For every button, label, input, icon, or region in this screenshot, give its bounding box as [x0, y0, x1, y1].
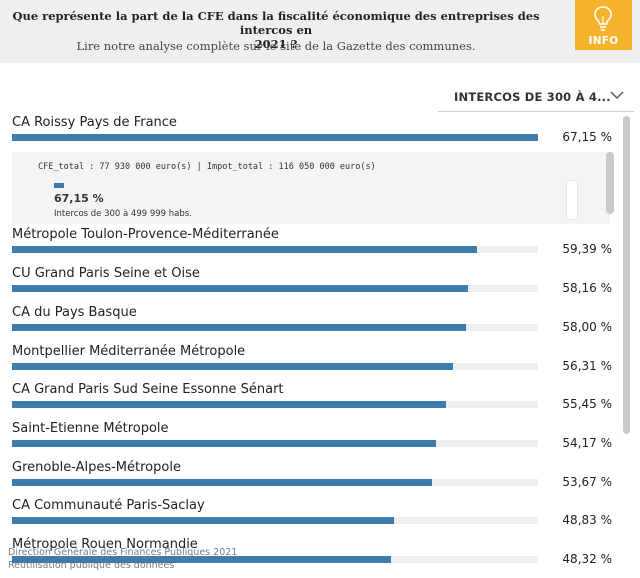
category-label: Montpellier Méditerranée Métropole — [12, 344, 246, 359]
bar-chart: CA Roissy Pays de France 67,15 % Métropole… — [0, 115, 618, 578]
info-label: INFO — [588, 35, 619, 47]
bar-track — [12, 479, 538, 486]
bar[interactable] — [12, 440, 437, 447]
bar-track — [12, 324, 538, 331]
tooltip: CFE_total : 77 930 000 euro(s) | Impot_t… — [12, 152, 610, 224]
bar-row[interactable]: Montpellier Méditerranée Métropole 56,31 … — [0, 344, 618, 382]
bar[interactable] — [12, 134, 538, 141]
chevron-down-icon — [610, 91, 624, 99]
bar-row[interactable]: Métropole Rouen Normandie 48,32 % — [0, 537, 618, 575]
bar[interactable] — [12, 401, 447, 408]
page-subtitle[interactable]: Lire notre analyse complète sur le site … — [76, 39, 476, 53]
category-label: Saint-Etienne Métropole — [12, 421, 169, 436]
bar[interactable] — [12, 285, 468, 292]
bar[interactable] — [12, 246, 478, 253]
category-label: CA Grand Paris Sud Seine Essonne Sénart — [12, 382, 284, 397]
bar-row[interactable]: Saint-Etienne Métropole 54,17 % — [0, 421, 618, 459]
value-label: 59,39 % — [562, 242, 612, 256]
value-label: 53,67 % — [562, 475, 612, 489]
license-text: Réutilisation publique des données — [8, 560, 175, 571]
tooltip-inner-panel — [566, 180, 578, 220]
bar-track — [12, 285, 538, 292]
category-label: CA Roissy Pays de France — [12, 115, 177, 130]
source-text: Direction Générale des Finances Publique… — [8, 547, 238, 558]
bar[interactable] — [12, 479, 433, 486]
category-label: CU Grand Paris Seine et Oise — [12, 266, 200, 281]
category-label: Métropole Rouen Normandie — [12, 537, 198, 552]
category-label: Grenoble-Alpes-Métropole — [12, 460, 181, 475]
title-line-1: Que représente la part de la CFE dans la… — [12, 9, 540, 37]
bar[interactable] — [12, 517, 395, 524]
bar-track — [12, 440, 538, 447]
category-label: CA du Pays Basque — [12, 305, 137, 320]
category-filter-dropdown[interactable]: INTERCOS DE 300 À 4... — [438, 80, 634, 112]
bar[interactable] — [12, 324, 467, 331]
bar-row[interactable]: CA Grand Paris Sud Seine Essonne Sénart 5… — [0, 382, 618, 420]
value-label: 58,00 % — [562, 320, 612, 334]
bar-row[interactable]: CA Roissy Pays de France 67,15 % — [0, 115, 618, 153]
list-scrollbar[interactable] — [623, 116, 630, 434]
bar-row[interactable]: Métropole Toulon-Provence-Méditerranée 59… — [0, 227, 618, 265]
title-line-2: 2021 ? — [254, 37, 298, 51]
value-label: 54,17 % — [562, 436, 612, 450]
value-label: 58,16 % — [562, 281, 612, 295]
value-label: 48,32 % — [562, 552, 612, 566]
source-credit: Direction Générale des Finances Publique… — [8, 546, 237, 572]
tooltip-scrollbar[interactable] — [606, 152, 614, 214]
bar-track — [12, 134, 538, 141]
bar-row[interactable]: CU Grand Paris Seine et Oise 58,16 % — [0, 266, 618, 304]
bar-row[interactable]: Grenoble-Alpes-Métropole 53,67 % — [0, 460, 618, 498]
tooltip-detail: CFE_total : 77 930 000 euro(s) | Impot_t… — [38, 162, 376, 172]
value-label: 48,83 % — [562, 513, 612, 527]
bar-track — [12, 363, 538, 370]
header: Que représente la part de la CFE dans la… — [0, 0, 640, 63]
category-label: CA Communauté Paris-Saclay — [12, 498, 205, 513]
tooltip-value: 67,15 % — [54, 192, 104, 205]
bar-row[interactable]: CA du Pays Basque 58,00 % — [0, 305, 618, 343]
tooltip-category: Intercos de 300 à 499 999 habs. — [54, 209, 192, 219]
bar-track — [12, 556, 538, 563]
bar-track — [12, 517, 538, 524]
bar-row[interactable]: CA Communauté Paris-Saclay 48,83 % — [0, 498, 618, 536]
tooltip-bar — [54, 183, 64, 188]
page-title: Que représente la part de la CFE dans la… — [0, 9, 552, 51]
lightbulb-icon — [594, 6, 612, 31]
bar[interactable] — [12, 556, 391, 563]
bar[interactable] — [12, 363, 454, 370]
bar-track — [12, 401, 538, 408]
info-button[interactable]: INFO — [575, 0, 632, 50]
value-label: 56,31 % — [562, 359, 612, 373]
filter-selected-value: INTERCOS DE 300 À 4... — [454, 90, 611, 104]
value-label: 67,15 % — [562, 130, 612, 144]
category-label: Métropole Toulon-Provence-Méditerranée — [12, 227, 279, 242]
bar-track — [12, 246, 538, 253]
value-label: 55,45 % — [562, 397, 612, 411]
